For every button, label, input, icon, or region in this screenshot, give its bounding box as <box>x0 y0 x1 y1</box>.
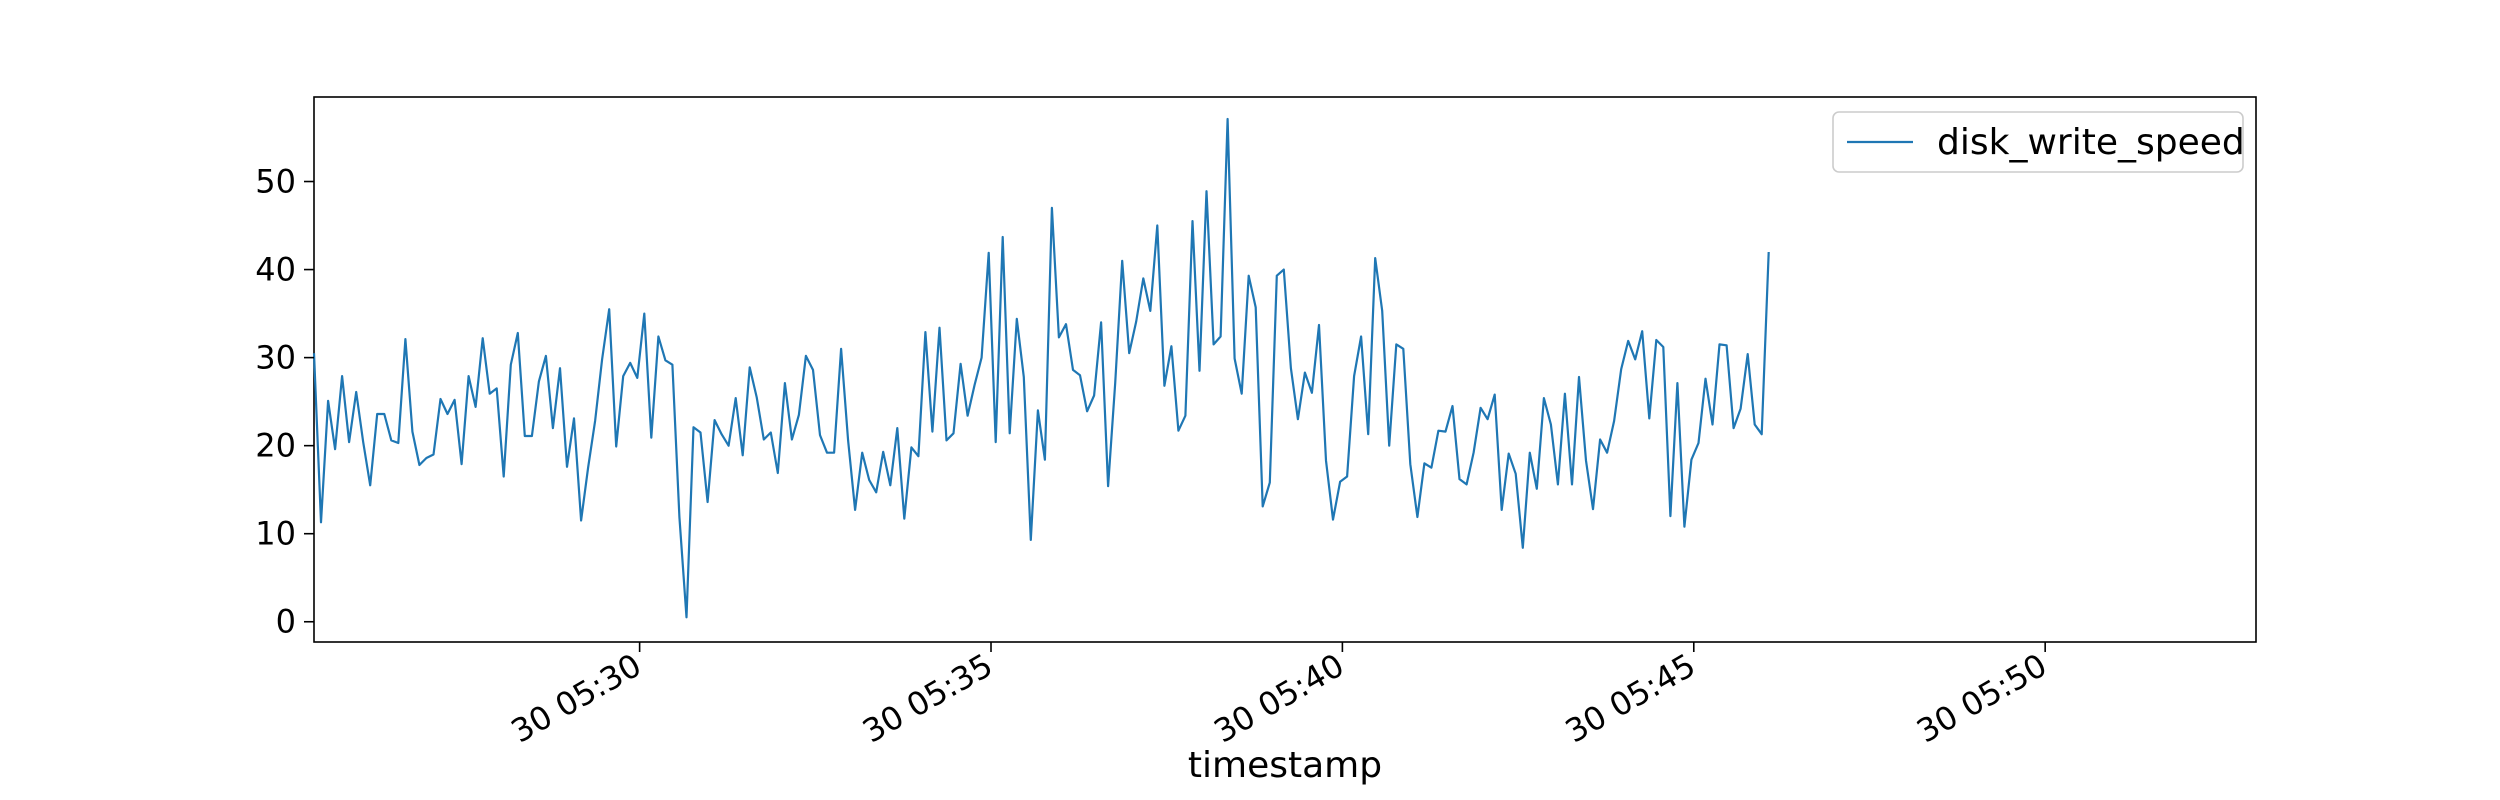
y-tick-label: 0 <box>276 603 296 641</box>
x-tick-label: 30 05:40 <box>1207 646 1350 750</box>
x-tick-label: 30 05:30 <box>505 646 648 750</box>
plot-area <box>313 96 2257 643</box>
legend-label: disk_write_speed <box>1937 122 2245 163</box>
y-tick-label: 20 <box>255 427 296 465</box>
legend: disk_write_speed <box>1832 111 2245 173</box>
x-tick-label: 30 05:35 <box>856 646 999 750</box>
plot-frame <box>313 96 2257 643</box>
x-tick-label: 30 05:45 <box>1559 646 1702 750</box>
y-tick-label: 30 <box>255 339 296 377</box>
x-tick-label: 30 05:50 <box>1910 646 2053 750</box>
x-axis: 30 05:30 30 05:35 30 05:40 30 05:45 30 05:50 <box>505 642 2053 750</box>
legend-box <box>1832 111 2244 173</box>
y-tick-label: 50 <box>255 163 296 201</box>
x-axis-title: timestamp <box>1188 745 1382 786</box>
y-axis: 0 10 20 30 40 50 <box>255 163 314 641</box>
series-layer <box>312 117 1770 619</box>
series-line-0 <box>312 117 1770 619</box>
y-tick-label: 10 <box>255 515 296 553</box>
y-tick-label: 40 <box>255 251 296 289</box>
